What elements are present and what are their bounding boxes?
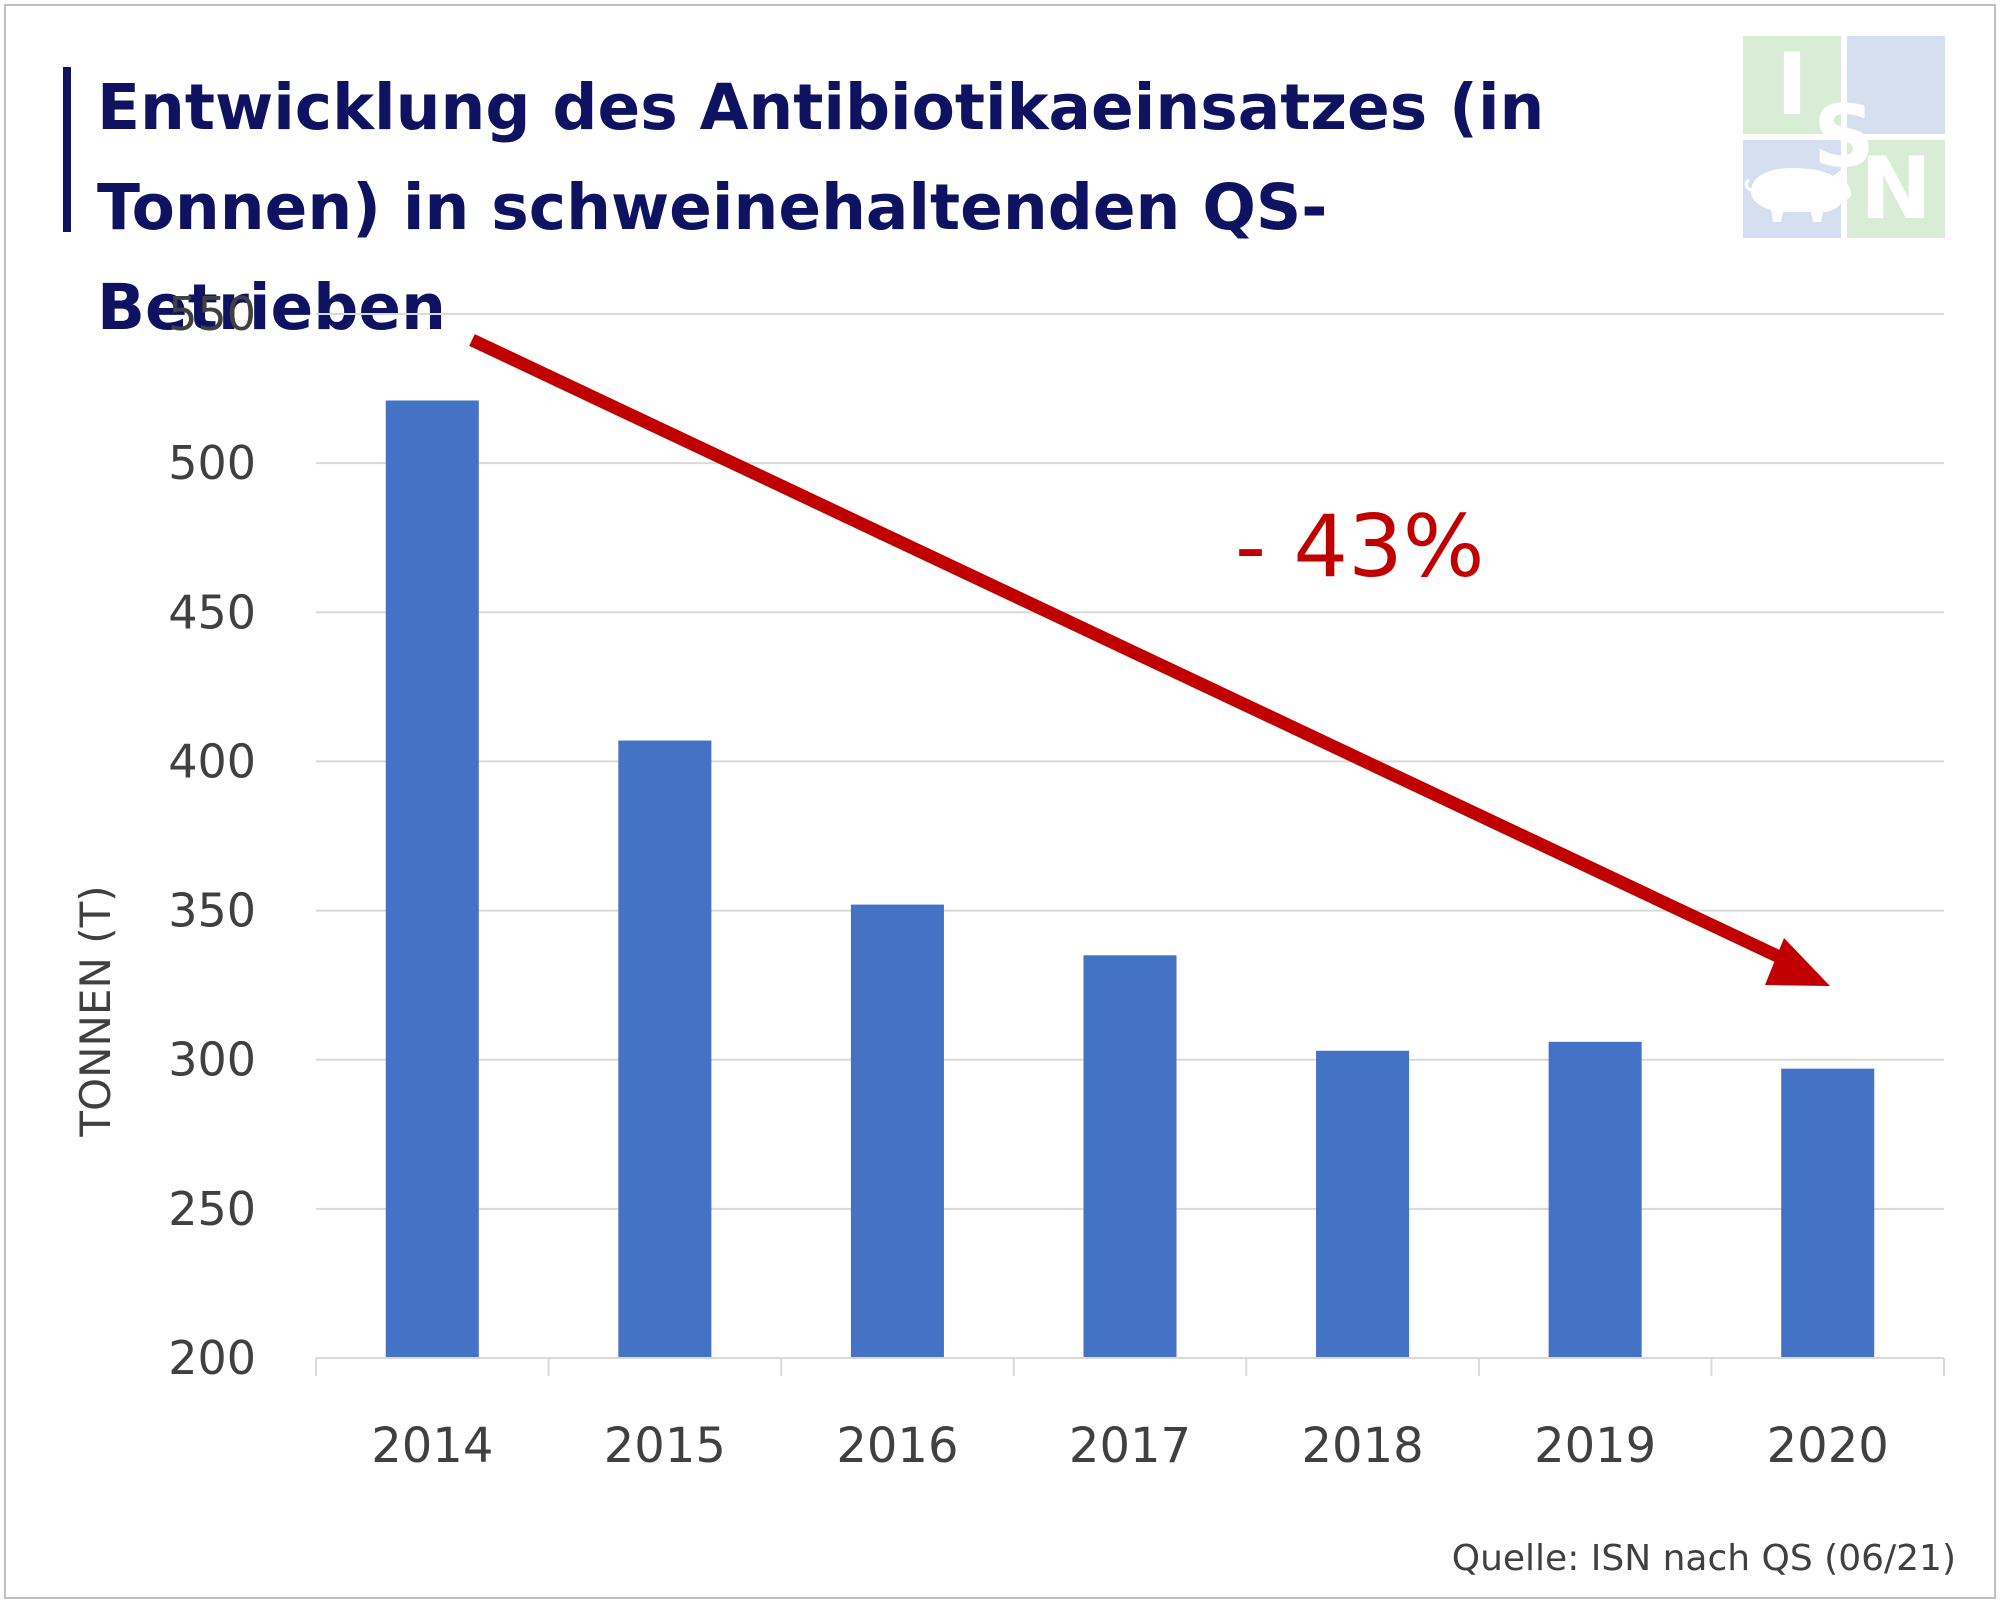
- bar-2017: [1083, 955, 1177, 1358]
- bar-2014: [385, 400, 479, 1358]
- logo-cell-bottom-right: [1847, 140, 1945, 238]
- isn-logo: I S N: [1743, 36, 1945, 238]
- bar-2019: [1548, 1041, 1642, 1358]
- logo-letter-s: S: [1813, 87, 1875, 187]
- title-line-2: Tonnen) in schweinehaltenden QS-Betriebe…: [97, 171, 1328, 344]
- title-accent-bar: [63, 67, 71, 232]
- y-tick-label: 500: [168, 436, 256, 490]
- y-tick-label: 400: [168, 734, 256, 788]
- chart-title: Entwicklung des Antibiotikaeinsatzes (in…: [97, 58, 1657, 358]
- logo-cell-top-left: [1743, 36, 1841, 134]
- x-tick-label: 2016: [836, 1418, 958, 1474]
- bars: [385, 400, 1875, 1358]
- y-tick-label: 550: [168, 287, 256, 341]
- source-note: Quelle: ISN nach QS (06/21): [1451, 1538, 1956, 1579]
- bar-2016: [850, 904, 944, 1358]
- y-tick-label: 350: [168, 884, 256, 938]
- x-tick-label: 2019: [1534, 1418, 1656, 1474]
- x-tick-label: 2018: [1301, 1418, 1423, 1474]
- x-tick-label: 2015: [604, 1418, 726, 1474]
- logo-letter-i: I: [1776, 35, 1808, 135]
- y-tick-labels: 200 250 300 350 400 450 500 550: [168, 287, 256, 1385]
- x-tick-labels: 2014 2015 2016 2017 2018 2019 2020: [371, 1418, 1889, 1474]
- y-tick-label: 250: [168, 1182, 256, 1236]
- y-tick-label: 450: [168, 585, 256, 639]
- trend-arrow-line: [469, 334, 1793, 968]
- title-line-1: Entwicklung des Antibiotikaeinsatzes (in: [97, 71, 1545, 144]
- bar-2018: [1316, 1050, 1410, 1358]
- bar-2020: [1781, 1068, 1875, 1358]
- pig-icon: [1744, 168, 1851, 222]
- y-axis-label: TONNEN (T): [71, 885, 120, 1137]
- y-tick-label: 200: [168, 1331, 256, 1385]
- trend-arrow-head: [1765, 938, 1830, 986]
- trend-arrow: [469, 334, 1830, 986]
- change-annotation: - 43%: [1235, 497, 1485, 597]
- logo-letter-n: N: [1860, 139, 1932, 239]
- x-axis: [315, 1357, 1945, 1376]
- x-tick-label: 2017: [1069, 1418, 1191, 1474]
- bar-2015: [618, 740, 712, 1358]
- x-tick-label: 2020: [1767, 1418, 1889, 1474]
- y-tick-label: 300: [168, 1033, 256, 1087]
- chart-frame: [4, 4, 1996, 1599]
- logo-cell-top-right: [1847, 36, 1945, 134]
- x-tick-label: 2014: [371, 1418, 493, 1474]
